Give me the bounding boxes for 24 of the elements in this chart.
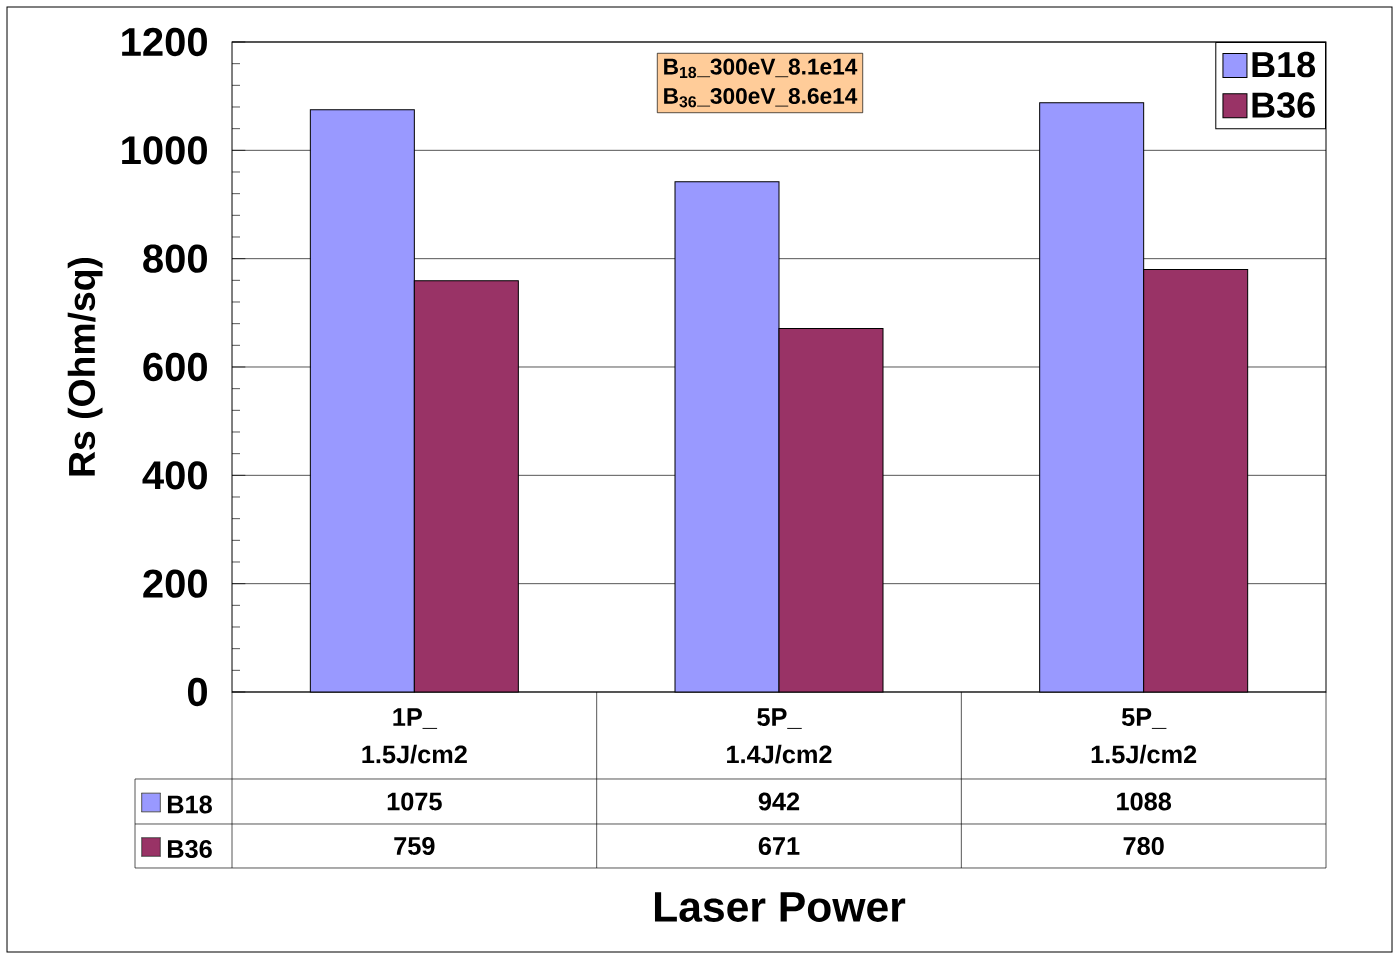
data-label: 1075 <box>387 792 442 811</box>
y-tick-label: 1200 <box>122 27 207 57</box>
data-label: 1088 <box>1117 792 1172 811</box>
y-tick-label: 200 <box>143 569 207 598</box>
y-tick-label: 800 <box>143 244 207 273</box>
data-label: 780 <box>1123 837 1164 855</box>
annotation: B$_{36}$_300eV_8.6e14 <box>664 87 858 108</box>
y-axis-title: Rs (Ohm/sq) <box>67 257 103 476</box>
data-label: 671 <box>758 837 800 855</box>
y-tick-label: 600 <box>143 352 207 382</box>
y-tick-label: 400 <box>142 461 207 490</box>
y-tick-label: 0 <box>187 677 207 707</box>
x-axis-title: Laser Power <box>654 892 906 922</box>
data-label: 759 <box>394 837 435 855</box>
legend-label: B36 <box>1252 92 1315 118</box>
data-label: 942 <box>758 792 800 811</box>
annotation: B$_{18}$_300eV_8.1e14 <box>664 58 858 79</box>
x-tick-label: 1P_ 1.5J/cm2 <box>362 708 467 764</box>
y-tick-label: 1000 <box>122 136 207 165</box>
text: B18 <box>167 795 212 814</box>
text: B36 <box>167 840 212 858</box>
x-tick-label: 5P_ 1.5J/cm2 <box>1091 708 1197 764</box>
legend-label: B18 <box>1252 51 1316 78</box>
x-tick-label: 5P_ 1.4J/cm2 <box>727 708 832 764</box>
